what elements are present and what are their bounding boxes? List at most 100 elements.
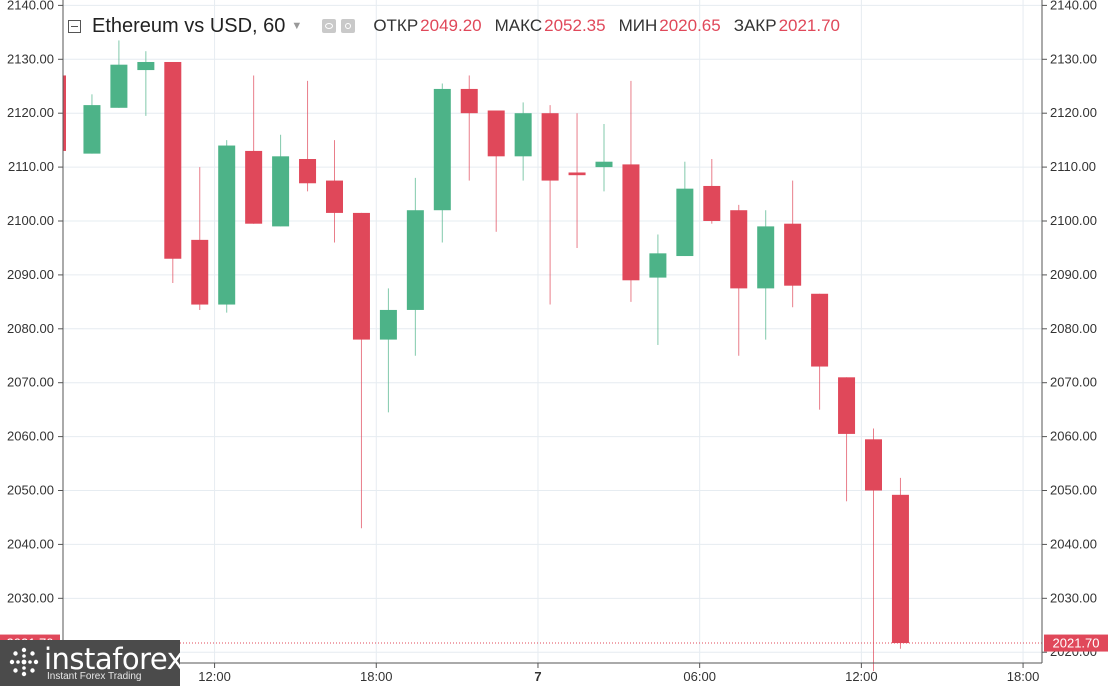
candle-body: [891, 494, 909, 644]
candle: [703, 159, 721, 224]
candle-body: [703, 185, 721, 221]
low-value: 2020.65: [659, 16, 721, 35]
y-tick-label-left: 2120.00: [7, 105, 54, 120]
close-value: 2021.70: [778, 16, 841, 35]
instaforex-logo: instaforex Instant Forex Trading: [0, 640, 184, 686]
candle: [811, 293, 829, 410]
y-tick-label-left: 2140.00: [7, 0, 54, 12]
candle: [406, 177, 424, 356]
chart-header: Ethereum vs USD, 60 ▼ ОТКР 2049.20 МАКС …: [68, 12, 840, 40]
candle: [326, 140, 343, 243]
candle-body: [272, 156, 290, 227]
candle: [164, 61, 182, 283]
y-tick-label-right: 2080.00: [1050, 321, 1097, 336]
candle: [865, 428, 882, 672]
high-label: МАКС: [494, 16, 543, 35]
x-tick-label: 18:00: [360, 669, 393, 684]
candle-body: [460, 88, 478, 114]
y-tick-label-right: 2040.00: [1050, 536, 1097, 551]
y-tick-label-right: 2120.00: [1050, 105, 1097, 120]
candle-body: [218, 145, 236, 305]
candle-body: [164, 61, 182, 259]
candle: [514, 102, 532, 181]
candle: [730, 204, 748, 356]
candle: [757, 210, 775, 340]
y-tick-label-left: 2110.00: [8, 159, 54, 174]
candle-body: [622, 164, 640, 281]
candle-body: [595, 161, 613, 168]
candle: [487, 110, 505, 232]
candle: [352, 212, 370, 529]
candle: [649, 234, 667, 345]
y-tick-label-right: 2130.00: [1050, 51, 1097, 66]
candle: [245, 75, 263, 224]
candle-body: [811, 293, 829, 367]
candle-body: [406, 210, 424, 310]
candle: [218, 140, 236, 313]
candle: [63, 75, 66, 151]
candle: [891, 477, 909, 649]
y-tick-label-left: 2130.00: [7, 51, 54, 66]
y-tick-label-left: 2030.00: [7, 590, 54, 605]
x-tick-label: 12:00: [198, 669, 231, 684]
candle-body: [838, 377, 856, 434]
candle: [433, 83, 451, 243]
candle-body: [191, 239, 209, 305]
logo-tagline: Instant Forex Trading: [47, 671, 142, 682]
symbol-title[interactable]: Ethereum vs USD, 60: [92, 14, 286, 37]
low-label: МИН: [618, 16, 658, 35]
candle: [460, 75, 478, 181]
candle-body: [730, 210, 748, 289]
candle-body: [784, 223, 802, 286]
collapse-icon[interactable]: [68, 19, 81, 33]
candle: [191, 167, 209, 310]
candle: [272, 134, 290, 227]
candle-body: [487, 110, 505, 157]
y-tick-label-left: 2070.00: [7, 375, 54, 390]
candle-body: [63, 75, 66, 151]
candle: [568, 113, 586, 248]
candle: [838, 377, 856, 502]
candle-body: [379, 309, 397, 340]
x-tick-label: 12:00: [845, 669, 878, 684]
candle-body: [326, 180, 343, 213]
candle-body: [352, 212, 370, 340]
candle-body: [433, 88, 451, 211]
y-tick-label-right: 2030.00: [1050, 590, 1097, 605]
x-tick-label: 18:00: [1007, 669, 1040, 684]
candle-body: [865, 439, 882, 491]
candle: [595, 123, 613, 192]
y-tick-label-right: 2110.00: [1050, 159, 1096, 174]
chevron-down-icon[interactable]: ▼: [291, 20, 303, 32]
open-label: ОТКР: [373, 16, 419, 35]
open-value: 2049.20: [420, 16, 482, 35]
candle: [784, 180, 802, 308]
y-tick-label-right: 2070.00: [1050, 375, 1097, 390]
candle-body: [541, 113, 559, 181]
y-tick-label-left: 2050.00: [7, 483, 54, 498]
eye-icon[interactable]: [322, 19, 337, 33]
y-tick-label-right: 2100.00: [1050, 213, 1097, 228]
y-tick-label-left: 2090.00: [7, 267, 54, 282]
y-tick-label-left: 2100.00: [7, 213, 54, 228]
y-tick-label-left: 2060.00: [7, 429, 54, 444]
candle-body: [757, 226, 775, 289]
candle: [110, 40, 128, 108]
candle-body: [514, 113, 532, 157]
candle-body: [676, 188, 694, 257]
logo-name: instaforex: [44, 642, 184, 676]
gear-icon[interactable]: [341, 19, 356, 33]
y-tick-label-left: 2080.00: [7, 321, 54, 336]
x-tick-label: 06:00: [683, 669, 716, 684]
grid-layer: [63, 0, 1042, 663]
last-price-tag-right: 2021.70: [1053, 636, 1100, 651]
candle: [622, 80, 640, 302]
high-value: 2052.35: [544, 16, 606, 35]
y-tick-label-right: 2060.00: [1050, 429, 1097, 444]
candle: [299, 80, 317, 192]
y-tick-label-right: 2090.00: [1050, 267, 1097, 282]
candle: [379, 288, 397, 413]
candle-body: [137, 61, 155, 71]
